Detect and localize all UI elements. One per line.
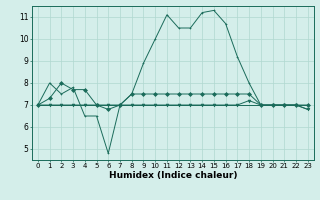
X-axis label: Humidex (Indice chaleur): Humidex (Indice chaleur) [108,171,237,180]
